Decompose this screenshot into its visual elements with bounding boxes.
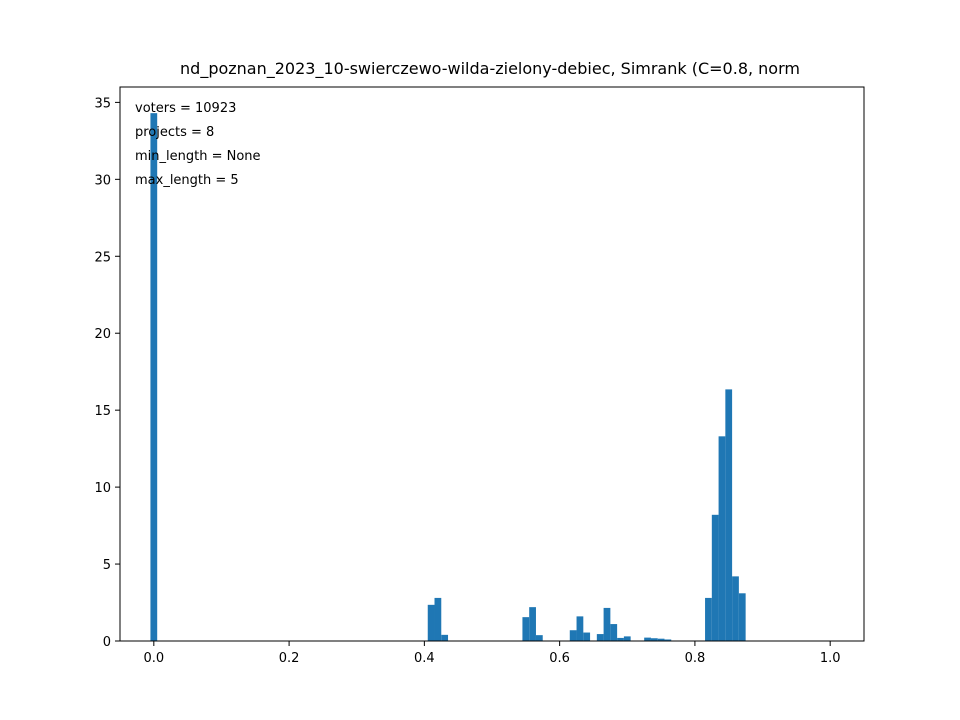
histogram-bar xyxy=(441,634,449,641)
histogram-bar xyxy=(529,607,536,641)
x-tick-label: 0.6 xyxy=(549,651,570,666)
histogram-bar xyxy=(623,636,631,641)
histogram-bar xyxy=(535,635,543,641)
histogram-bar xyxy=(427,604,435,641)
histogram-bar xyxy=(644,637,651,641)
histogram-bar xyxy=(610,624,618,641)
stats-annotation-line: projects = 8 xyxy=(135,125,214,140)
histogram-bar xyxy=(711,514,719,641)
y-tick-label: 5 xyxy=(103,558,111,573)
y-tick-label: 10 xyxy=(94,481,111,496)
histogram-bar xyxy=(705,597,712,641)
histogram-bar xyxy=(434,597,442,641)
histogram-bar xyxy=(150,113,158,641)
histogram-bar xyxy=(576,616,584,641)
histogram-bar xyxy=(522,617,530,641)
y-tick-label: 20 xyxy=(94,327,111,342)
stats-annotation-line: min_length = None xyxy=(135,149,261,164)
x-tick-label: 0.8 xyxy=(685,651,706,666)
y-tick-label: 25 xyxy=(94,250,111,265)
x-tick-label: 0.0 xyxy=(143,651,164,666)
y-tick-label: 0 xyxy=(103,635,111,650)
histogram-bar xyxy=(569,630,577,641)
x-tick-label: 0.2 xyxy=(279,651,300,666)
histogram-bar xyxy=(725,389,733,641)
histogram-bar xyxy=(617,637,624,641)
histogram-bar xyxy=(732,576,739,641)
histogram-bar xyxy=(718,436,726,641)
y-axis: 0 5 10 15 20 25 30 35 xyxy=(94,96,120,650)
histogram-bar xyxy=(738,593,746,641)
histogram-bar xyxy=(583,632,591,641)
chart-title: nd_poznan_2023_10-swierczewo-wilda-zielo… xyxy=(180,59,800,79)
histogram-bar xyxy=(603,607,611,641)
y-tick-label: 35 xyxy=(94,96,111,111)
y-tick-label: 15 xyxy=(94,404,111,419)
histogram-bar xyxy=(650,638,658,641)
x-tick-label: 0.4 xyxy=(414,651,435,666)
y-tick-label: 30 xyxy=(94,173,111,188)
histogram-bar xyxy=(657,638,665,641)
stats-annotation-line: max_length = 5 xyxy=(135,173,239,188)
histogram-bar xyxy=(596,634,604,641)
plot-frame xyxy=(119,86,865,642)
x-axis: 0.0 0.2 0.4 0.6 0.8 1.0 xyxy=(143,641,841,666)
stats-annotations: voters = 10923 projects = 8 min_length = N… xyxy=(135,101,261,188)
bars-group xyxy=(150,113,746,641)
stats-annotation-line: voters = 10923 xyxy=(135,101,236,116)
histogram-bar xyxy=(664,639,672,641)
x-tick-label: 1.0 xyxy=(820,651,841,666)
